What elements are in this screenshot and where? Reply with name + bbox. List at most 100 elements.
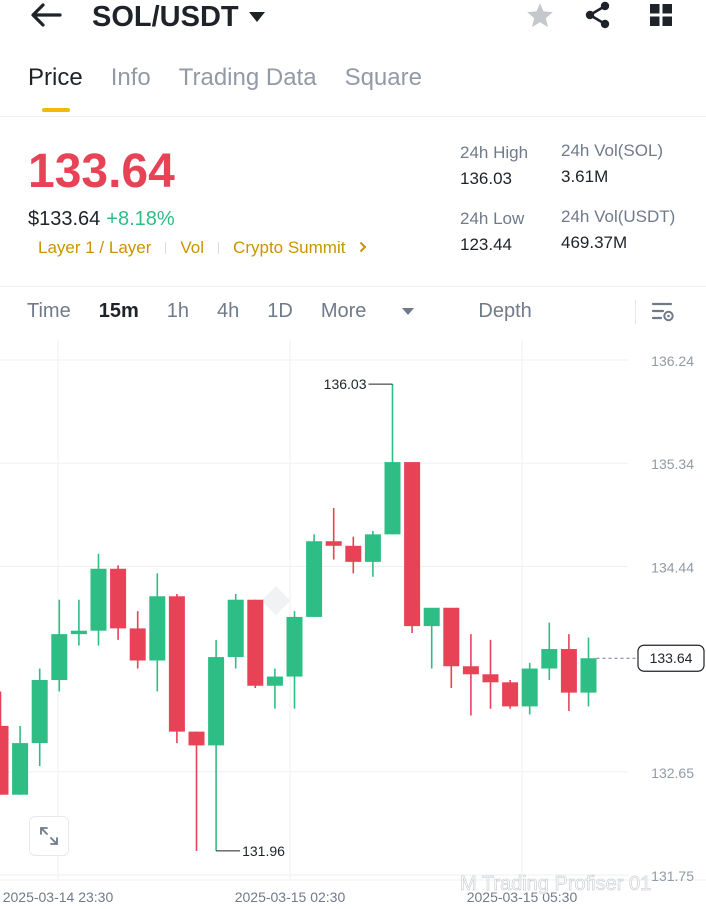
candle-body <box>149 596 166 661</box>
tab-square[interactable]: Square <box>344 64 422 91</box>
y-tick-label: 134.44 <box>651 559 694 575</box>
brand-watermark: ◆ <box>261 577 292 618</box>
candle-body <box>266 676 283 686</box>
chart-settings-icon[interactable] <box>648 298 678 326</box>
candle <box>521 662 538 715</box>
candle <box>482 639 499 709</box>
usd-price: $133.64 <box>28 208 101 230</box>
candle <box>12 725 29 795</box>
depth-tab[interactable]: Depth <box>478 300 532 322</box>
interval-1d[interactable]: 1D <box>267 300 293 322</box>
vol-quote-label: 24h Vol(USDT) <box>561 207 676 226</box>
pair-title: SOL/USDT <box>92 0 239 33</box>
tag-crypto-summit[interactable]: Crypto Summit <box>233 238 346 257</box>
candle-body <box>560 649 577 693</box>
chart-grid <box>0 340 706 881</box>
candle-series <box>0 384 597 851</box>
candle-body <box>129 628 146 661</box>
pair-selector[interactable]: SOL/USDT <box>92 0 265 34</box>
usd-price-row: $133.64 +8.18% <box>28 208 175 231</box>
candle <box>443 607 460 689</box>
candle <box>560 634 577 711</box>
candle-body <box>168 596 185 732</box>
candle <box>423 607 440 669</box>
tag-row[interactable]: Layer 1 / Layer Vol Crypto Summit <box>38 238 367 258</box>
x-tick-label: 2025-03-15 02:30 <box>235 889 346 904</box>
tab-price[interactable]: Price <box>28 64 83 112</box>
candle-body <box>384 462 401 535</box>
candle-body <box>541 649 558 669</box>
candle <box>325 507 342 560</box>
candle-body <box>521 668 538 707</box>
current-price-box <box>637 644 705 672</box>
candle-body <box>70 630 87 635</box>
candle <box>345 536 362 574</box>
candle <box>149 573 166 692</box>
more-caret-icon <box>402 308 415 315</box>
candle-body <box>90 568 107 631</box>
candle-body <box>0 725 9 795</box>
share-icon[interactable] <box>582 0 614 30</box>
interval-15m[interactable]: 15m <box>98 300 139 322</box>
candle <box>247 599 264 689</box>
last-price: 133.64 <box>28 145 175 198</box>
candle <box>31 668 48 767</box>
tab-info[interactable]: Info <box>110 64 151 91</box>
candle-body <box>404 462 421 627</box>
x-tick-label: 2025-03-14 23:30 <box>3 889 114 904</box>
candle-body <box>306 541 323 617</box>
chevron-right-icon[interactable] <box>359 238 367 258</box>
candle-body <box>423 607 440 627</box>
candlestick-chart[interactable]: ◆ 136.24 135.34 134.44 132.65 131.75 2025-03-… <box>0 340 706 905</box>
candle <box>384 384 401 535</box>
x-tick-label: 2025-03-15 05:30 <box>467 889 578 904</box>
interval-time[interactable]: Time <box>27 300 71 322</box>
candle-body <box>580 658 597 693</box>
tag-vol[interactable]: Vol <box>180 238 205 257</box>
y-tick-label: 135.34 <box>651 456 694 472</box>
tag-layer1[interactable]: Layer 1 / Layer <box>38 238 152 257</box>
candle <box>168 593 185 744</box>
back-arrow-icon[interactable] <box>28 0 64 30</box>
candle-body <box>286 616 303 677</box>
candle <box>0 691 9 795</box>
candle-body <box>502 682 519 707</box>
candle <box>227 593 244 669</box>
candle-body <box>345 545 362 562</box>
star-icon[interactable] <box>524 0 556 30</box>
candle <box>541 622 558 681</box>
tabs-divider <box>0 116 706 117</box>
chart-canvas: ◆ 136.24 135.34 134.44 132.65 131.75 2025-03-… <box>0 340 706 905</box>
y-tick-label: 131.75 <box>651 868 694 884</box>
candle-body <box>188 731 205 746</box>
grid-menu-icon[interactable] <box>645 0 677 30</box>
price-change-percent: +8.18% <box>106 208 175 230</box>
candle-body <box>31 680 48 744</box>
interval-more[interactable]: More <box>321 300 443 323</box>
tab-trading-data[interactable]: Trading Data <box>178 64 317 91</box>
candle-body <box>208 657 225 746</box>
vol-base-value: 3.61M <box>561 167 609 186</box>
high-label: 24h High <box>460 143 529 162</box>
low-label: 24h Low <box>460 209 525 228</box>
candle-body <box>110 568 127 629</box>
low-marker-label: 131.96 <box>242 843 285 859</box>
y-tick-label: 136.24 <box>651 353 694 369</box>
candle <box>580 637 597 707</box>
candle <box>208 639 225 851</box>
high-value: 136.03 <box>460 169 512 188</box>
candle <box>266 668 283 709</box>
candle <box>110 565 127 640</box>
interval-4h[interactable]: 4h <box>216 300 240 322</box>
fullscreen-icon[interactable] <box>29 816 69 856</box>
low-value: 123.44 <box>460 235 512 254</box>
candle <box>90 553 107 646</box>
tab-active-indicator <box>42 108 70 112</box>
candle-body <box>51 634 68 681</box>
candle <box>502 680 519 709</box>
candle <box>286 611 303 709</box>
main-tabs: Price Info Trading Data Square <box>28 64 422 112</box>
interval-1h[interactable]: 1h <box>166 300 189 322</box>
candle <box>129 611 146 669</box>
candle <box>306 534 323 617</box>
